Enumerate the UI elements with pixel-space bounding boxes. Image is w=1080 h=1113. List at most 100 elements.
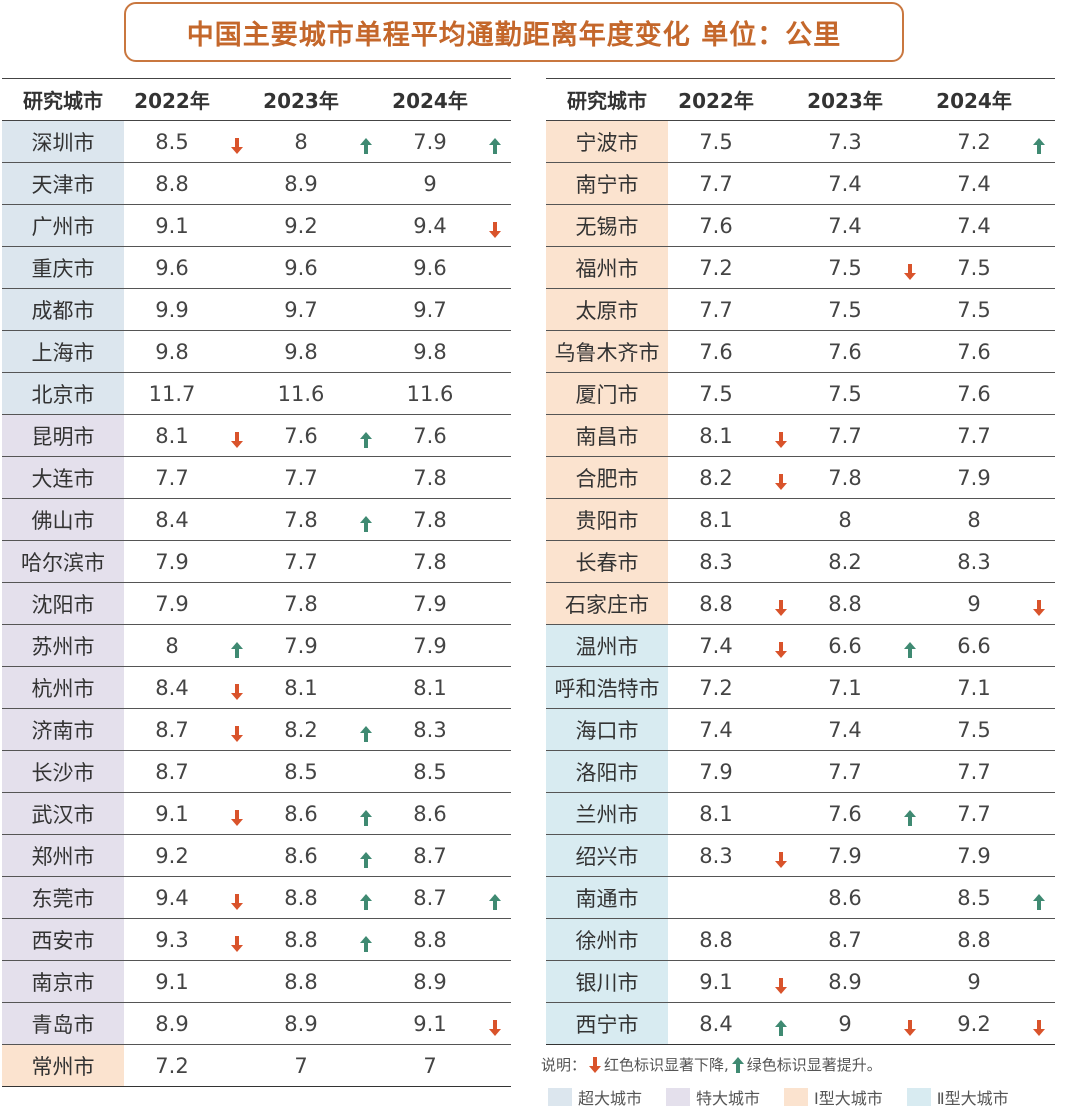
note-down-text: 红色标识显著下降, bbox=[604, 1056, 729, 1074]
legend-swatch bbox=[906, 1088, 931, 1106]
value-2024: 8.5 bbox=[926, 876, 1022, 919]
value-2022: 8.1 bbox=[668, 498, 764, 541]
value-2022: 8.2 bbox=[668, 456, 764, 499]
down-arrow-icon bbox=[1032, 1017, 1046, 1036]
up-arrow-icon bbox=[488, 135, 502, 154]
down-arrow-icon bbox=[488, 219, 502, 238]
value-2024: 7.6 bbox=[382, 414, 478, 457]
value-2023: 8.9 bbox=[253, 162, 349, 205]
value-2022: 7.9 bbox=[124, 582, 220, 625]
city-name: 银川市 bbox=[546, 960, 668, 1003]
value-2023: 9.8 bbox=[253, 330, 349, 373]
value-2024: 7.8 bbox=[382, 456, 478, 499]
city-name: 太原市 bbox=[546, 288, 668, 331]
up-arrow-icon bbox=[359, 849, 373, 868]
value-2022: 8.9 bbox=[124, 1002, 220, 1045]
down-arrow-icon bbox=[230, 429, 244, 448]
table-row: 兰州市 8.1 7.6 7.7 bbox=[546, 792, 1055, 835]
down-arrow-icon bbox=[230, 933, 244, 952]
city-name: 乌鲁木齐市 bbox=[546, 330, 668, 373]
city-name: 厦门市 bbox=[546, 372, 668, 415]
city-name: 天津市 bbox=[2, 162, 124, 205]
table-row: 长春市 8.3 8.2 8.3 bbox=[546, 540, 1055, 583]
city-name: 西宁市 bbox=[546, 1002, 668, 1045]
up-arrow-icon bbox=[903, 807, 917, 826]
table-row: 西安市 9.3 8.8 8.8 bbox=[2, 918, 511, 961]
table-row: 昆明市 8.1 7.6 7.6 bbox=[2, 414, 511, 457]
value-2024: 7.7 bbox=[926, 750, 1022, 793]
value-2024: 7.8 bbox=[382, 540, 478, 583]
city-name: 北京市 bbox=[2, 372, 124, 415]
up-arrow-icon bbox=[359, 135, 373, 154]
value-2024: 8.7 bbox=[382, 834, 478, 877]
value-2024: 9.8 bbox=[382, 330, 478, 373]
table-row: 郑州市 9.2 8.6 8.7 bbox=[2, 834, 511, 877]
value-2023: 8.8 bbox=[253, 918, 349, 961]
value-2024: 7.5 bbox=[926, 708, 1022, 751]
city-name: 呼和浩特市 bbox=[546, 666, 668, 709]
legend-note: 说明： 红色标识显著下降, 绿色标识显著提升。 bbox=[541, 1054, 882, 1075]
value-2024: 7.9 bbox=[382, 120, 478, 163]
value-2023: 7.7 bbox=[797, 750, 893, 793]
down-arrow-icon bbox=[588, 1056, 602, 1073]
city-name: 沈阳市 bbox=[2, 582, 124, 625]
value-2022: 8.3 bbox=[668, 540, 764, 583]
value-2024: 8.1 bbox=[382, 666, 478, 709]
value-2023: 7.4 bbox=[797, 204, 893, 247]
value-2022: 8.1 bbox=[668, 414, 764, 457]
up-arrow-icon bbox=[359, 807, 373, 826]
value-2024: 9.2 bbox=[926, 1002, 1022, 1045]
value-2022: 8.4 bbox=[124, 666, 220, 709]
table-row: 南昌市 8.1 7.7 7.7 bbox=[546, 414, 1055, 457]
table-row: 石家庄市 8.8 8.8 9 bbox=[546, 582, 1055, 625]
legend-swatch bbox=[548, 1088, 572, 1106]
value-2023: 7.8 bbox=[253, 498, 349, 541]
value-2024: 9.6 bbox=[382, 246, 478, 289]
city-name: 苏州市 bbox=[2, 624, 124, 667]
note-prefix: 说明： bbox=[541, 1056, 587, 1074]
down-arrow-icon bbox=[774, 471, 788, 490]
value-2023: 8.2 bbox=[253, 708, 349, 751]
value-2024: 7.9 bbox=[926, 456, 1022, 499]
value-2022: 8.7 bbox=[124, 708, 220, 751]
down-arrow-icon bbox=[774, 429, 788, 448]
value-2024: 7.6 bbox=[926, 372, 1022, 415]
value-2023: 7.9 bbox=[797, 834, 893, 877]
value-2023: 9.6 bbox=[253, 246, 349, 289]
down-arrow-icon bbox=[1032, 597, 1046, 616]
city-name: 南昌市 bbox=[546, 414, 668, 457]
city-name: 上海市 bbox=[2, 330, 124, 373]
table-row: 合肥市 8.2 7.8 7.9 bbox=[546, 456, 1055, 499]
down-arrow-icon bbox=[774, 849, 788, 868]
city-name: 徐州市 bbox=[546, 918, 668, 961]
table-row: 沈阳市 7.9 7.8 7.9 bbox=[2, 582, 511, 625]
table-row: 贵阳市 8.1 8 8 bbox=[546, 498, 1055, 541]
value-2022: 8.1 bbox=[124, 414, 220, 457]
value-2024: 7 bbox=[382, 1044, 478, 1087]
value-2022: 8.7 bbox=[124, 750, 220, 793]
value-2022: 7.7 bbox=[124, 456, 220, 499]
value-2022: 9.3 bbox=[124, 918, 220, 961]
table-row: 常州市 7.2 7 7 bbox=[2, 1044, 511, 1087]
value-2022: 8 bbox=[124, 624, 220, 667]
table-row: 徐州市 8.8 8.7 8.8 bbox=[546, 918, 1055, 961]
city-name: 石家庄市 bbox=[546, 582, 668, 625]
value-2024: 8.7 bbox=[382, 876, 478, 919]
city-name: 昆明市 bbox=[2, 414, 124, 457]
city-name: 青岛市 bbox=[2, 1002, 124, 1045]
city-name: 海口市 bbox=[546, 708, 668, 751]
value-2023: 7.9 bbox=[253, 624, 349, 667]
value-2022: 7.2 bbox=[124, 1044, 220, 1087]
city-name: 西安市 bbox=[2, 918, 124, 961]
value-2024: 7.4 bbox=[926, 162, 1022, 205]
table-row: 佛山市 8.4 7.8 7.8 bbox=[2, 498, 511, 541]
table-row: 无锡市 7.6 7.4 7.4 bbox=[546, 204, 1055, 247]
city-name: 洛阳市 bbox=[546, 750, 668, 793]
value-2024: 8.8 bbox=[926, 918, 1022, 961]
legend-label: Ⅱ型大城市 bbox=[936, 1089, 1009, 1108]
up-arrow-icon bbox=[359, 933, 373, 952]
city-name: 济南市 bbox=[2, 708, 124, 751]
header-2023: 2023年 bbox=[797, 78, 893, 121]
value-2024: 7.8 bbox=[382, 498, 478, 541]
city-name: 大连市 bbox=[2, 456, 124, 499]
